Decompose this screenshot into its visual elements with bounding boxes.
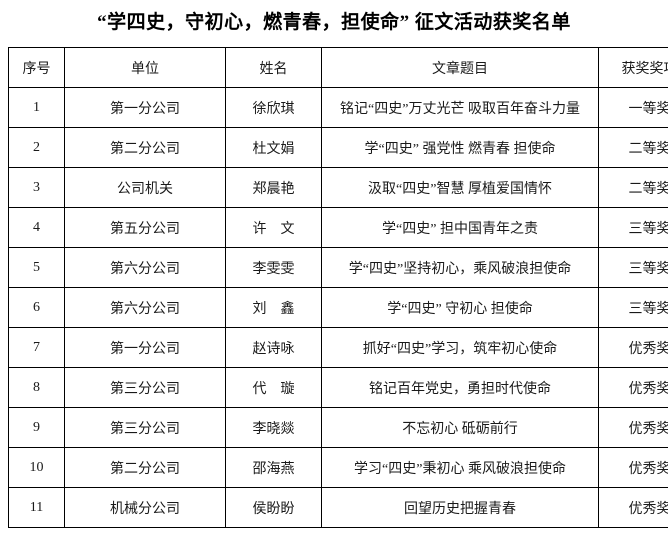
cell-name: 侯盼盼 — [225, 487, 322, 528]
column-header-title: 文章题目 — [321, 47, 599, 88]
cell-title: 学“四史” 担中国青年之责 — [321, 207, 599, 248]
cell-name: 李雯雯 — [225, 247, 322, 288]
cell-award: 优秀奖 — [598, 407, 668, 448]
cell-name: 郑晨艳 — [225, 167, 322, 208]
cell-award: 优秀奖 — [598, 327, 668, 368]
cell-title: 学“四史” 强党性 燃青春 担使命 — [321, 127, 599, 168]
table-row: 5 第六分公司 李雯雯 学“四史”坚持初心，乘风破浪担使命 三等奖 — [8, 247, 668, 288]
cell-title: 铭记“四史”万丈光芒 吸取百年奋斗力量 — [321, 87, 599, 128]
cell-title: 学习“四史”秉初心 乘风破浪担使命 — [321, 447, 599, 488]
cell-unit: 第二分公司 — [64, 127, 226, 168]
table-row: 4 第五分公司许 文学“四史” 担中国青年之责 三等奖 — [8, 207, 668, 248]
cell-unit: 第六分公司 — [64, 247, 226, 288]
cell-title: 学“四史” 守初心 担使命 — [321, 287, 599, 328]
cell-award: 三等奖 — [598, 287, 668, 328]
cell-award: 优秀奖 — [598, 367, 668, 408]
cell-award: 优秀奖 — [598, 487, 668, 528]
cell-award: 三等奖 — [598, 207, 668, 248]
cell-name: 徐欣琪 — [225, 87, 322, 128]
cell-award: 一等奖 — [598, 87, 668, 128]
cell-name: 代 璇 — [225, 367, 322, 408]
cell-title: 抓好“四史”学习，筑牢初心使命 — [321, 327, 599, 368]
cell-title: 汲取“四史”智慧 厚植爱国情怀 — [321, 167, 599, 208]
cell-no: 3 — [8, 167, 65, 208]
table-row: 2 第二分公司 杜文娟 学“四史” 强党性 燃青春 担使命 二等奖 — [8, 127, 668, 168]
cell-award: 二等奖 — [598, 127, 668, 168]
table-row: 10 第二分公司 邵海燕 学习“四史”秉初心 乘风破浪担使命 优秀奖 — [8, 447, 668, 488]
cell-award: 优秀奖 — [598, 447, 668, 488]
cell-no: 8 — [8, 367, 65, 408]
cell-no: 6 — [8, 287, 65, 328]
cell-unit: 第二分公司 — [64, 447, 226, 488]
cell-unit: 第六分公司 — [64, 287, 226, 328]
cell-unit: 公司机关 — [64, 167, 226, 208]
cell-title: 不忘初心 砥砺前行 — [321, 407, 599, 448]
column-header-no: 序号 — [8, 47, 65, 88]
table-row: 7 第一分公司 赵诗咏 抓好“四史”学习，筑牢初心使命 优秀奖 — [8, 327, 668, 368]
cell-name: 邵海燕 — [225, 447, 322, 488]
cell-unit: 第三分公司 — [64, 407, 226, 448]
table-row: 11 机械分公司 侯盼盼 回望历史把握青春 优秀奖 — [8, 487, 668, 528]
table-body: 1 第一分公司 徐欣琪 铭记“四史”万丈光芒 吸取百年奋斗力量 一等奖 2 第二分公司 杜文娟… — [8, 87, 668, 528]
cell-unit: 第一分公司 — [64, 327, 226, 368]
cell-name: 李晓燚 — [225, 407, 322, 448]
column-header-name: 姓名 — [225, 47, 322, 88]
column-header-unit: 单位 — [64, 47, 226, 88]
cell-no: 2 — [8, 127, 65, 168]
cell-unit: 机械分公司 — [64, 487, 226, 528]
table-row: 8 第三分公司代 璇铭记百年党史，勇担时代使命 优秀奖 — [8, 367, 668, 408]
table-row: 3 公司机关 郑晨艳 汲取“四史”智慧 厚植爱国情怀 二等奖 — [8, 167, 668, 208]
cell-title: 铭记百年党史，勇担时代使命 — [321, 367, 599, 408]
cell-title: 学“四史”坚持初心，乘风破浪担使命 — [321, 247, 599, 288]
table-row: 6 第六分公司刘 鑫学“四史” 守初心 担使命 三等奖 — [8, 287, 668, 328]
table-row: 1 第一分公司 徐欣琪 铭记“四史”万丈光芒 吸取百年奋斗力量 一等奖 — [8, 87, 668, 128]
cell-award: 三等奖 — [598, 247, 668, 288]
cell-no: 1 — [8, 87, 65, 128]
cell-unit: 第三分公司 — [64, 367, 226, 408]
cell-no: 11 — [8, 487, 65, 528]
cell-name: 杜文娟 — [225, 127, 322, 168]
cell-unit: 第一分公司 — [64, 87, 226, 128]
cell-name: 许 文 — [225, 207, 322, 248]
cell-unit: 第五分公司 — [64, 207, 226, 248]
cell-no: 9 — [8, 407, 65, 448]
table-row: 9 第三分公司 李晓燚 不忘初心 砥砺前行 优秀奖 — [8, 407, 668, 448]
column-header-award: 获奖奖项 — [598, 47, 668, 88]
cell-name: 赵诗咏 — [225, 327, 322, 368]
cell-no: 10 — [8, 447, 65, 488]
cell-award: 二等奖 — [598, 167, 668, 208]
cell-name: 刘 鑫 — [225, 287, 322, 328]
cell-no: 5 — [8, 247, 65, 288]
cell-no: 4 — [8, 207, 65, 248]
cell-title: 回望历史把握青春 — [321, 487, 599, 528]
table-header-row: 序号单位姓名文章题目获奖奖项 — [8, 47, 668, 88]
cell-no: 7 — [8, 327, 65, 368]
document-title: “学四史，守初心，燃青春，担使命” 征文活动获奖名单 — [97, 12, 571, 33]
